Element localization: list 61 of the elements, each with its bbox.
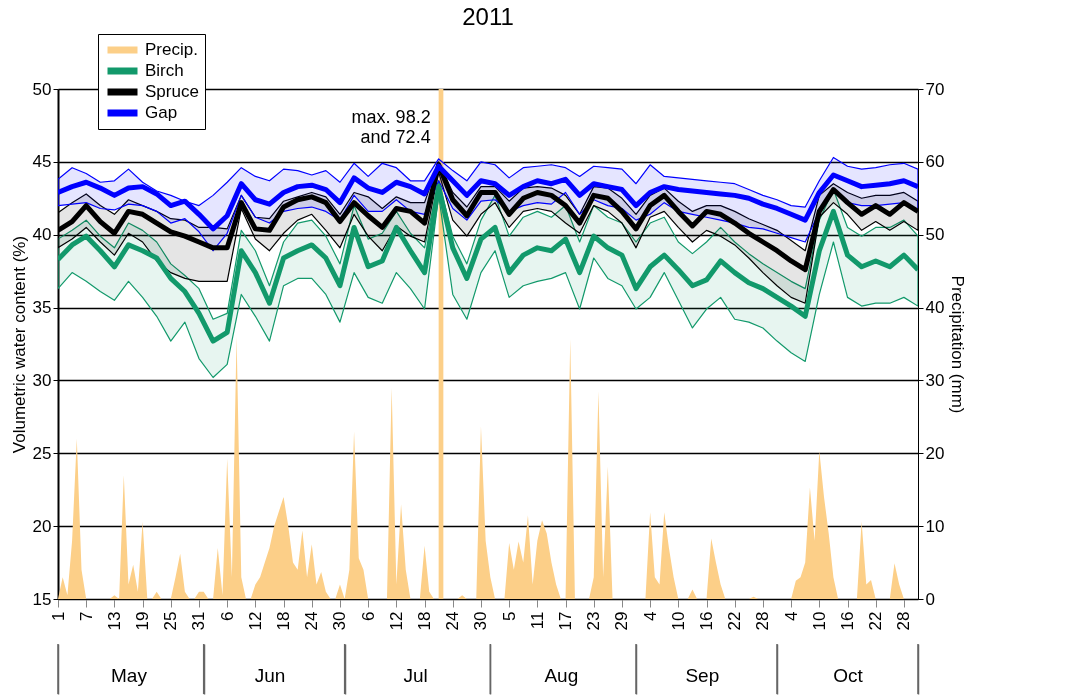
y-axis-title: Volumetric water content (%) (9, 235, 29, 454)
x-tick-label: 24 (443, 611, 463, 631)
x-tick-label: 16 (838, 611, 858, 631)
y-tick-label: 25 (32, 443, 52, 463)
chart-title: 2011 (462, 2, 514, 30)
y2-tick-label: 50 (925, 225, 945, 245)
y-tick-label: 45 (32, 152, 52, 172)
legend-label: Birch (145, 61, 184, 80)
y2-tick-label: 0 (925, 589, 935, 609)
x-tick-label: 30 (471, 611, 491, 631)
x-tick-label: 28 (894, 611, 914, 631)
x2-tick-label: Oct (833, 664, 864, 686)
x-tick-label: 11 (527, 611, 547, 630)
x-tick-label: 7 (76, 611, 96, 621)
x-tick-label: 28 (753, 611, 773, 631)
y2-tick-label: 70 (925, 79, 945, 99)
x-tick-label: 16 (697, 611, 717, 631)
y2-axis-title: Precipitation (mm) (948, 275, 968, 414)
x-tick-label: 10 (668, 611, 688, 631)
x-tick-label: 18 (274, 611, 294, 631)
legend-label: Spruce (145, 82, 199, 101)
y-tick-label: 15 (32, 589, 52, 609)
x-tick-label: 4 (781, 611, 801, 621)
x-tick-label: 17 (556, 611, 576, 631)
x2-tick-label: Jul (403, 664, 428, 686)
y-tick-label: 30 (32, 370, 52, 390)
y2-tick-label: 60 (925, 152, 945, 172)
x-tick-label: 12 (245, 611, 265, 631)
y-tick-label: 50 (32, 79, 52, 99)
y2-tick-label: 20 (925, 443, 945, 463)
x-tick-label: 31 (189, 611, 209, 631)
y2-tick-label: 10 (925, 516, 945, 536)
x-tick-label: 6 (217, 611, 237, 621)
x2-tick-label: May (111, 664, 148, 686)
x-tick-label: 22 (725, 611, 745, 631)
x-tick-label: 18 (415, 611, 435, 631)
y2-tick-label: 40 (925, 298, 945, 318)
x-tick-label: 13 (104, 611, 124, 631)
x-tick-label: 24 (302, 611, 322, 631)
x-tick-label: 23 (584, 611, 604, 631)
legend-label: Precip. (145, 40, 198, 59)
x-tick-label: 29 (612, 611, 632, 631)
x-tick-label: 10 (809, 611, 829, 631)
x-tick-label: 4 (640, 611, 660, 621)
x-tick-label: 19 (133, 611, 153, 631)
legend-label: Gap (145, 103, 178, 122)
x-tick-label: 5 (499, 611, 519, 621)
x-tick-label: 25 (161, 611, 181, 631)
x2-tick-label: Sep (685, 664, 720, 686)
x-tick-label: 30 (330, 611, 350, 631)
y2-tick-label: 30 (925, 370, 945, 390)
x2-tick-label: Aug (544, 664, 579, 686)
annotation: max. 98.2 and 72.4 (351, 107, 431, 148)
x-tick-label: 6 (358, 611, 378, 621)
y-tick-label: 35 (32, 298, 52, 318)
x-tick-label: 22 (866, 611, 886, 631)
y-tick-label: 20 (32, 516, 52, 536)
x-tick-label: 12 (386, 611, 406, 631)
y-tick-label: 40 (32, 225, 52, 245)
x2-tick-label: Jun (254, 664, 286, 686)
x-tick-label: 1 (48, 611, 68, 621)
